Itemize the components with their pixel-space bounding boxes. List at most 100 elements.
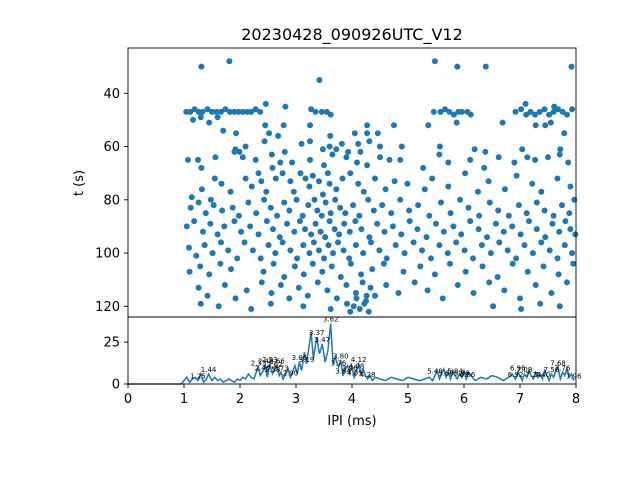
scatter-point (198, 63, 205, 70)
scatter-point (322, 199, 329, 206)
scatter-point (324, 287, 331, 294)
scatter-point (347, 308, 354, 315)
scatter-point (226, 58, 233, 65)
histogram-x-tick-label: 7 (516, 392, 524, 407)
scatter-point (327, 210, 334, 217)
scatter-point (358, 271, 364, 278)
scatter-point (280, 122, 287, 129)
scatter-point (333, 186, 340, 193)
scatter-point (365, 308, 372, 315)
scatter-point (360, 250, 367, 257)
histogram-peak-label: 6.92 (508, 371, 524, 379)
scatter-point (290, 188, 297, 195)
scatter-point (542, 234, 549, 241)
scatter-point (286, 207, 293, 214)
scatter-y-tick-label: 60 (103, 140, 120, 155)
scatter-point (533, 199, 540, 206)
scatter-point (302, 226, 308, 233)
histogram-x-tick-label: 4 (348, 392, 356, 407)
scatter-point (277, 159, 284, 166)
scatter-point (382, 186, 389, 193)
scatter-point (287, 247, 294, 254)
scatter-point (306, 250, 313, 257)
scatter-point (210, 202, 217, 209)
scatter-point (478, 242, 485, 249)
scatter-point (517, 295, 523, 302)
scatter-point (215, 303, 222, 310)
scatter-point (391, 178, 398, 185)
scatter-point (221, 223, 228, 230)
scatter-point (554, 175, 561, 182)
scatter-point (195, 284, 202, 291)
scatter-point (512, 108, 519, 115)
scatter-point (337, 204, 344, 211)
scatter-point (327, 306, 334, 312)
scatter-point (406, 207, 413, 214)
scatter-point (226, 108, 233, 115)
scatter-point (546, 111, 553, 118)
histogram-peak-label: 2.62 (267, 361, 283, 369)
scatter-point (438, 199, 444, 206)
scatter-point (561, 242, 568, 249)
histogram-peak-label: 7.08 (517, 366, 533, 374)
scatter-y-tick-label: 120 (95, 300, 120, 315)
scatter-point (258, 178, 265, 185)
scatter-point (339, 175, 346, 182)
scatter-point (207, 196, 214, 203)
scatter-y-tick-label: 100 (95, 247, 120, 262)
scatter-point (187, 108, 194, 115)
scatter-point (343, 154, 350, 161)
scatter-point (436, 242, 443, 249)
scatter-point (479, 263, 486, 270)
scatter-point (234, 255, 241, 262)
scatter-point (269, 164, 276, 171)
scatter-point (523, 210, 530, 217)
scatter-point (397, 156, 404, 163)
scatter-point (214, 114, 221, 121)
scatter-point (482, 148, 489, 155)
histogram-x-tick-label: 8 (572, 392, 580, 407)
scatter-point (436, 151, 443, 158)
scatter-point (353, 295, 360, 302)
scatter-point (239, 154, 246, 161)
scatter-point (319, 146, 326, 153)
scatter-point (291, 263, 298, 270)
scatter-point (197, 263, 204, 270)
scatter-point (183, 223, 190, 230)
histogram-peak-label: 4.08 (349, 363, 365, 371)
scatter-point (305, 202, 312, 209)
scatter-point (296, 218, 303, 225)
scatter-point (366, 138, 373, 145)
scatter-point (317, 228, 324, 235)
histogram-peak-label: 7.40 (535, 371, 551, 379)
scatter-point (440, 228, 447, 235)
scatter-point (433, 220, 439, 227)
histogram-x-tick-label: 2 (236, 392, 244, 407)
scatter-point (431, 271, 438, 278)
histogram-x-ticks: 0 1 2 3 4 5 6 7 8 (124, 384, 580, 407)
scatter-point (188, 194, 195, 201)
scatter-point (221, 282, 228, 288)
scatter-point (465, 204, 472, 211)
histogram-peak-label: 2.46 (258, 358, 274, 366)
scatter-point (447, 260, 453, 267)
scatter-point (318, 108, 325, 115)
scatter-point (356, 212, 363, 219)
scatter-point (389, 223, 396, 230)
scatter-point (562, 218, 569, 225)
scatter-point (252, 106, 259, 113)
scatter-point (419, 247, 425, 254)
scatter-point (263, 218, 270, 225)
scatter-point (195, 156, 201, 163)
scatter-point (279, 170, 286, 177)
scatter-point (540, 263, 547, 270)
scatter-point (267, 300, 274, 307)
scatter-point (245, 199, 252, 206)
histogram-peak-label: 3.84 (335, 368, 351, 376)
scatter-point (372, 175, 378, 182)
scatter-point (410, 239, 417, 246)
scatter-point (522, 100, 529, 107)
histogram-peak-label: 3.62 (323, 316, 339, 324)
scatter-point (360, 188, 367, 195)
